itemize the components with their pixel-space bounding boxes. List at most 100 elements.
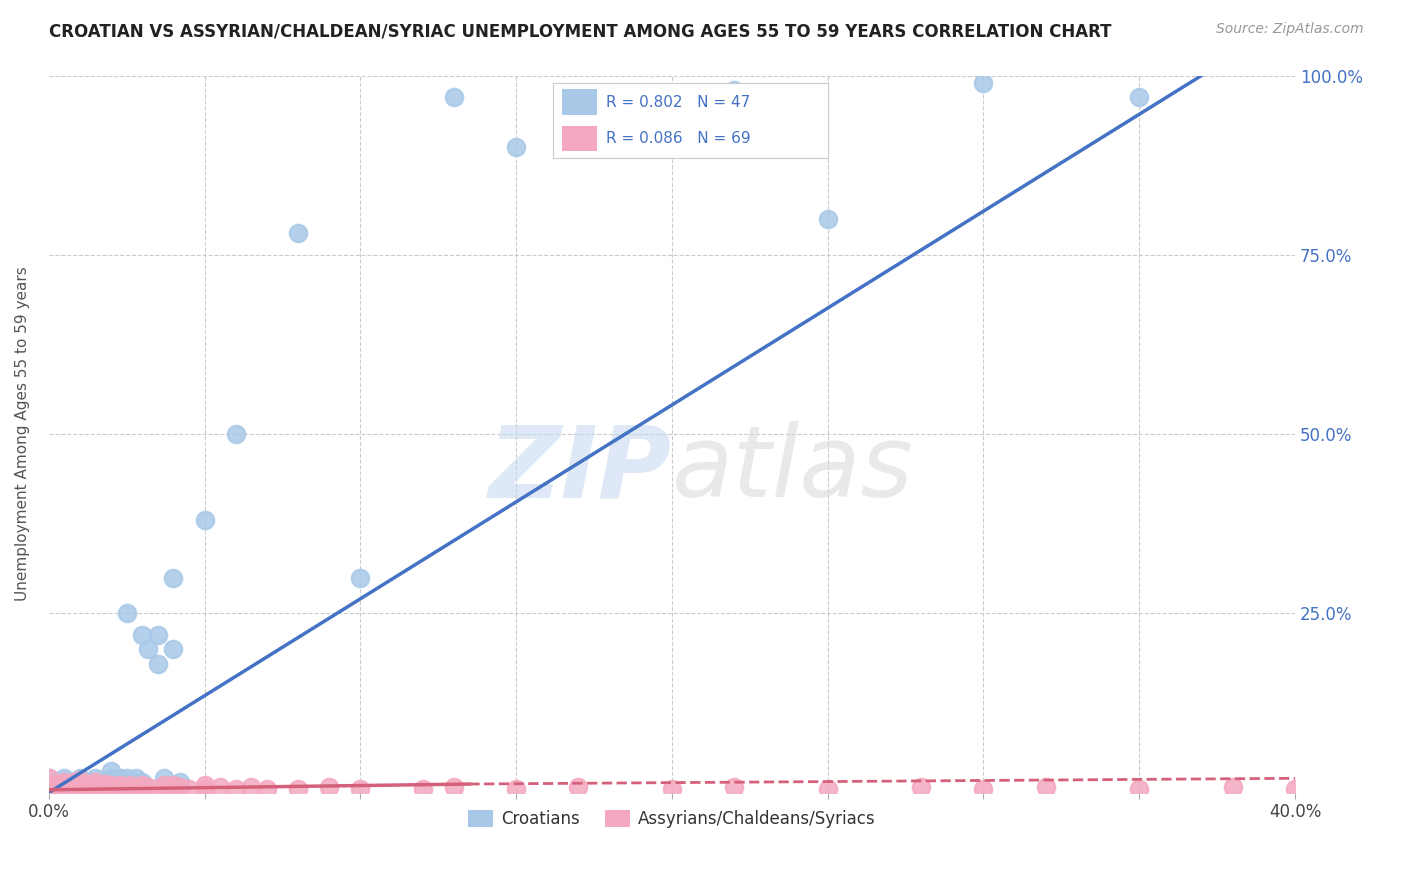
Point xyxy=(115,772,138,786)
Point xyxy=(103,780,125,794)
Point xyxy=(44,782,66,797)
Point xyxy=(817,211,839,226)
Point xyxy=(38,772,60,786)
Point xyxy=(56,780,79,794)
Point xyxy=(105,782,128,797)
Point xyxy=(162,782,184,797)
Point xyxy=(115,782,138,797)
Point xyxy=(100,779,122,793)
Point xyxy=(193,779,215,793)
Point xyxy=(723,780,745,794)
Point xyxy=(100,772,122,786)
Point xyxy=(349,570,371,584)
Point xyxy=(240,780,263,794)
Point xyxy=(75,779,97,793)
Point xyxy=(46,782,69,797)
Point xyxy=(412,782,434,797)
Point xyxy=(193,513,215,527)
Point xyxy=(118,779,141,793)
Point xyxy=(72,780,94,794)
Point xyxy=(162,779,184,793)
Legend: Croatians, Assyrians/Chaldeans/Syriacs: Croatians, Assyrians/Chaldeans/Syriacs xyxy=(461,803,883,835)
Point xyxy=(177,782,200,797)
Point xyxy=(146,782,169,797)
Point xyxy=(53,782,76,797)
Point xyxy=(138,642,160,657)
Point xyxy=(138,780,160,794)
Point xyxy=(162,570,184,584)
Point xyxy=(131,779,153,793)
Point xyxy=(1222,780,1244,794)
Point xyxy=(125,780,148,794)
Point xyxy=(69,779,91,793)
Point xyxy=(105,775,128,789)
Point xyxy=(90,779,112,793)
Y-axis label: Unemployment Among Ages 55 to 59 years: Unemployment Among Ages 55 to 59 years xyxy=(15,267,30,601)
Point xyxy=(599,97,621,112)
Point xyxy=(100,764,122,779)
Point xyxy=(225,427,247,442)
Point xyxy=(51,779,73,793)
Point xyxy=(53,772,76,786)
Point xyxy=(146,628,169,642)
Point xyxy=(46,779,69,793)
Point xyxy=(69,772,91,786)
Point xyxy=(110,772,132,786)
Point xyxy=(1035,780,1057,794)
Point xyxy=(84,779,107,793)
Point xyxy=(38,772,60,786)
Point xyxy=(112,780,135,794)
Point xyxy=(62,782,84,797)
Point xyxy=(90,782,112,797)
Point xyxy=(77,775,100,789)
Point xyxy=(84,772,107,786)
Point xyxy=(38,782,60,797)
Text: ZIP: ZIP xyxy=(489,421,672,518)
Point xyxy=(115,607,138,621)
Point xyxy=(62,782,84,797)
Point xyxy=(94,775,117,789)
Point xyxy=(94,777,117,791)
Point xyxy=(84,782,107,797)
Point xyxy=(209,780,232,794)
Point xyxy=(53,782,76,797)
Point xyxy=(131,775,153,789)
Point xyxy=(62,775,84,789)
Point xyxy=(122,775,145,789)
Point xyxy=(169,780,191,794)
Point xyxy=(84,775,107,789)
Point xyxy=(69,777,91,791)
Point xyxy=(131,628,153,642)
Point xyxy=(817,782,839,797)
Point xyxy=(443,780,465,794)
Point xyxy=(505,140,527,154)
Point xyxy=(59,779,82,793)
Point xyxy=(146,657,169,671)
Point xyxy=(84,782,107,797)
Text: Source: ZipAtlas.com: Source: ZipAtlas.com xyxy=(1216,22,1364,37)
Point xyxy=(77,779,100,793)
Point xyxy=(84,779,107,793)
Point xyxy=(100,782,122,797)
Point xyxy=(62,775,84,789)
Point xyxy=(59,782,82,797)
Point xyxy=(69,782,91,797)
Point xyxy=(349,782,371,797)
Point xyxy=(38,779,60,793)
Point xyxy=(661,782,683,797)
Point xyxy=(505,782,527,797)
Point xyxy=(153,779,176,793)
Point xyxy=(69,780,91,794)
Point xyxy=(100,779,122,793)
Point xyxy=(972,76,994,90)
Point xyxy=(75,782,97,797)
Point xyxy=(287,227,309,241)
Point xyxy=(1128,782,1150,797)
Point xyxy=(1128,90,1150,104)
Point xyxy=(69,772,91,787)
Point xyxy=(567,780,589,794)
Point xyxy=(125,772,148,786)
Point xyxy=(62,779,84,793)
Point xyxy=(38,779,60,793)
Point xyxy=(443,90,465,104)
